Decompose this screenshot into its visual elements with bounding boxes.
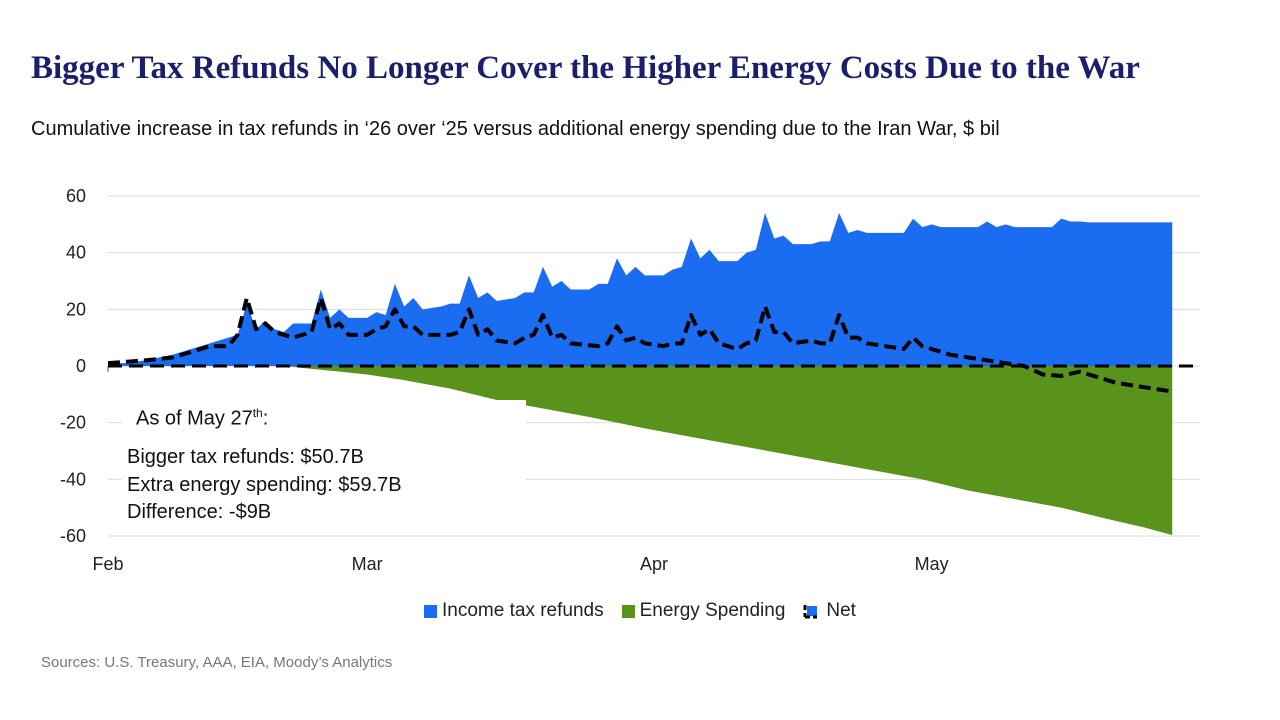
annotation-energy-line: Extra energy spending: $59.7B	[127, 474, 402, 496]
x-tick-label: Mar	[352, 554, 383, 574]
net-line-layer	[107, 296, 1173, 394]
legend-swatch-refunds	[424, 604, 438, 618]
as-of-suffix: :	[262, 407, 269, 430]
legend-swatch-net	[803, 605, 818, 619]
y-tick-label: -20	[60, 413, 86, 433]
x-tick-label: May	[915, 554, 949, 574]
annotation-difference-line: Difference: -$9B	[127, 501, 272, 523]
legend-label-energy: Energy Spending	[639, 600, 786, 621]
legend-label-refunds: Income tax refunds	[442, 600, 604, 621]
chart-subtitle: Cumulative increase in tax refunds in ‘2…	[31, 118, 1000, 140]
annotation-refunds-line: Bigger tax refunds: $50.7B	[127, 446, 364, 468]
area-series-layer	[108, 213, 1173, 536]
x-tick-label: Feb	[92, 554, 123, 574]
legend: Income tax refunds Energy Spending Net	[0, 600, 1280, 622]
as-of-prefix: As of May 27	[136, 407, 253, 430]
area-income-tax-refunds	[108, 213, 1173, 366]
y-tick-label: 0	[76, 356, 86, 376]
as-of-superscript: th	[252, 406, 263, 420]
x-tick-label: Apr	[640, 554, 668, 574]
axis-labels: 60 40 20 0 -20 -40 -60 Feb Mar Apr May	[60, 186, 949, 574]
y-tick-label: 60	[66, 186, 86, 206]
as-of-heading: As of May 27th:	[136, 406, 268, 431]
legend-item-net: Net	[803, 600, 856, 622]
area-energy-spending	[108, 366, 1173, 536]
chart-title: Bigger Tax Refunds No Longer Cover the H…	[31, 50, 1140, 86]
y-tick-label: 40	[66, 243, 86, 263]
y-tick-label: -60	[60, 526, 86, 546]
legend-item-refunds: Income tax refunds	[424, 600, 604, 622]
line-net	[107, 296, 1173, 394]
as-of-annotation-box: As of May 27th: Bigger tax refunds: $50.…	[121, 400, 526, 528]
y-tick-label: 20	[66, 299, 86, 319]
legend-item-energy: Energy Spending	[621, 600, 786, 622]
y-tick-label: -40	[60, 469, 86, 489]
legend-swatch-energy	[621, 604, 635, 618]
source-note: Sources: U.S. Treasury, AAA, EIA, Moody’…	[41, 654, 393, 671]
legend-label-net: Net	[826, 600, 856, 621]
